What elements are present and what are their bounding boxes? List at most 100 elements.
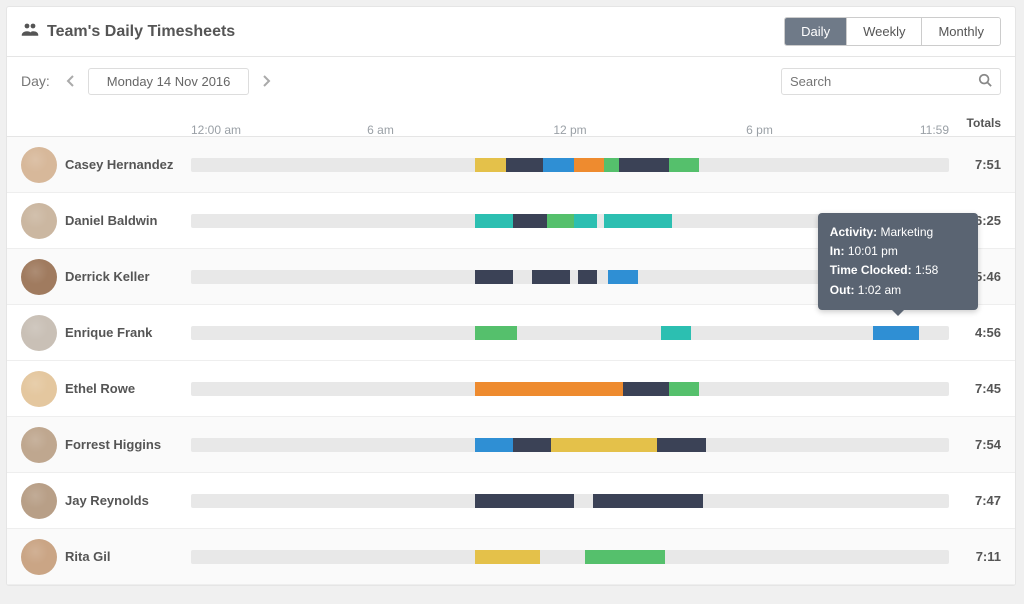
- person-name: Derrick Keller: [65, 269, 150, 284]
- time-segment[interactable]: [475, 214, 513, 228]
- search-icon[interactable]: [978, 73, 992, 90]
- tt-in-value: 10:01 pm: [848, 244, 898, 258]
- time-segment[interactable]: [475, 494, 574, 508]
- time-segment[interactable]: [634, 158, 668, 172]
- totals-header: Totals: [949, 116, 1001, 130]
- person-name: Rita Gil: [65, 549, 111, 564]
- person-name: Jay Reynolds: [65, 493, 149, 508]
- timesheet-row[interactable]: Casey Hernandez 7:51: [7, 137, 1015, 193]
- time-segment[interactable]: [669, 382, 699, 396]
- page-title: Team's Daily Timesheets: [47, 23, 235, 41]
- avatar: [21, 147, 57, 183]
- track[interactable]: [191, 494, 949, 508]
- avatar: [21, 203, 57, 239]
- track[interactable]: [191, 550, 949, 564]
- view-tab-weekly[interactable]: Weekly: [846, 18, 921, 45]
- time-segment[interactable]: [657, 438, 706, 452]
- time-segment[interactable]: [475, 382, 623, 396]
- search-wrap: [781, 68, 1001, 95]
- person: Daniel Baldwin: [21, 203, 191, 239]
- time-segment[interactable]: [608, 270, 638, 284]
- time-segment[interactable]: [623, 382, 668, 396]
- person-name: Forrest Higgins: [65, 437, 161, 452]
- person: Ethel Rowe: [21, 371, 191, 407]
- sub-bar: Day: Monday 14 Nov 2016: [7, 57, 1015, 109]
- track[interactable]: [191, 382, 949, 396]
- view-tab-daily[interactable]: Daily: [785, 18, 846, 45]
- track[interactable]: [191, 158, 949, 172]
- person: Casey Hernandez: [21, 147, 191, 183]
- person: Jay Reynolds: [21, 483, 191, 519]
- time-segment[interactable]: [669, 158, 699, 172]
- time-segment[interactable]: [551, 438, 657, 452]
- time-segment[interactable]: [585, 550, 665, 564]
- row-total: 7:11: [949, 549, 1001, 564]
- timesheet-row[interactable]: Jay Reynolds 7:47: [7, 473, 1015, 529]
- time-segment[interactable]: [532, 270, 570, 284]
- time-segment[interactable]: [543, 158, 573, 172]
- next-day-button[interactable]: [255, 67, 277, 95]
- avatar: [21, 539, 57, 575]
- timesheet-row[interactable]: Enrique Frank 4:56: [7, 305, 1015, 361]
- row-total: 7:47: [949, 493, 1001, 508]
- row-total: 4:56: [949, 325, 1001, 340]
- timesheet-card: Team's Daily Timesheets DailyWeeklyMonth…: [6, 6, 1016, 586]
- view-toggle: DailyWeeklyMonthly: [784, 17, 1001, 46]
- day-nav: Day: Monday 14 Nov 2016: [21, 67, 277, 95]
- time-segment[interactable]: [574, 214, 597, 228]
- avatar: [21, 315, 57, 351]
- tt-activity-value: Marketing: [880, 225, 933, 239]
- track[interactable]: [191, 326, 949, 340]
- time-segment[interactable]: [506, 158, 544, 172]
- avatar: [21, 371, 57, 407]
- time-segment[interactable]: [475, 270, 513, 284]
- view-tab-monthly[interactable]: Monthly: [921, 18, 1000, 45]
- search-input[interactable]: [790, 74, 978, 89]
- person: Forrest Higgins: [21, 427, 191, 463]
- avatar: [21, 427, 57, 463]
- person-name: Daniel Baldwin: [65, 213, 157, 228]
- prev-day-button[interactable]: [60, 67, 82, 95]
- person: Enrique Frank: [21, 315, 191, 351]
- time-segment[interactable]: [475, 438, 513, 452]
- person: Rita Gil: [21, 539, 191, 575]
- time-segment[interactable]: [475, 158, 505, 172]
- axis-label: 6 pm: [746, 123, 773, 137]
- rows: Casey Hernandez7:51Daniel Baldwin6:25Der…: [7, 137, 1015, 585]
- axis-label: 12:00 am: [191, 123, 241, 137]
- person-name: Casey Hernandez: [65, 157, 173, 172]
- title-wrap: Team's Daily Timesheets: [21, 22, 235, 41]
- time-segment[interactable]: [513, 214, 547, 228]
- axis-label: 12 pm: [553, 123, 586, 137]
- time-segment[interactable]: [475, 550, 539, 564]
- track[interactable]: [191, 438, 949, 452]
- time-segment[interactable]: [475, 326, 517, 340]
- timesheet-row[interactable]: Forrest Higgins7:54: [7, 417, 1015, 473]
- axis-label: 6 am: [367, 123, 394, 137]
- time-segment[interactable]: [593, 494, 703, 508]
- time-segment[interactable]: [578, 270, 597, 284]
- person-name: Ethel Rowe: [65, 381, 135, 396]
- row-total: 7:45: [949, 381, 1001, 396]
- time-segment[interactable]: [604, 214, 672, 228]
- timesheet-row[interactable]: Ethel Rowe 7:45: [7, 361, 1015, 417]
- time-segment[interactable]: [873, 326, 918, 340]
- timesheet-row[interactable]: Rita Gil 7:11: [7, 529, 1015, 585]
- date-button[interactable]: Monday 14 Nov 2016: [88, 68, 250, 95]
- tt-out-label: Out:: [830, 283, 855, 297]
- tt-clocked-label: Time Clocked:: [830, 263, 912, 277]
- row-total: 7:51: [949, 157, 1001, 172]
- time-segment[interactable]: [604, 158, 619, 172]
- time-segment[interactable]: [547, 214, 574, 228]
- time-segment[interactable]: [661, 326, 691, 340]
- tt-activity-label: Activity:: [830, 225, 877, 239]
- tt-in-label: In:: [830, 244, 845, 258]
- track-bg: [191, 326, 949, 340]
- time-segment[interactable]: [619, 158, 634, 172]
- person-name: Enrique Frank: [65, 325, 152, 340]
- time-segment[interactable]: [513, 438, 551, 452]
- team-icon: [21, 22, 39, 41]
- avatar: [21, 259, 57, 295]
- time-segment[interactable]: [562, 550, 585, 564]
- time-segment[interactable]: [574, 158, 604, 172]
